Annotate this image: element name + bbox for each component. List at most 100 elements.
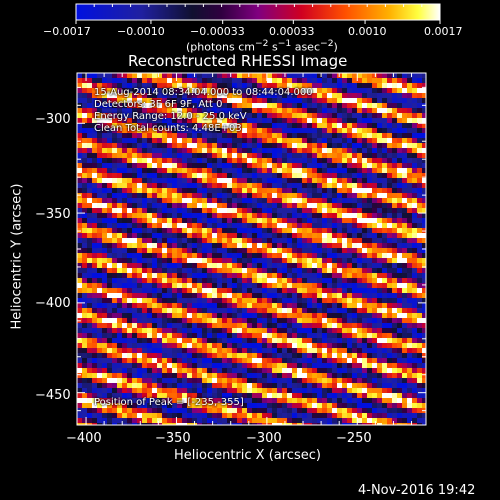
heatmap-cell (252, 308, 257, 313)
heatmap-cell (407, 198, 412, 203)
heatmap-cell (337, 148, 342, 153)
heatmap-cell (362, 123, 367, 128)
heatmap-cell (157, 198, 162, 203)
heatmap-cell (417, 183, 422, 188)
heatmap-cell (332, 368, 337, 373)
heatmap-cell (382, 148, 387, 153)
heatmap-cell (107, 248, 112, 253)
heatmap-cell (197, 343, 202, 348)
heatmap-cell (372, 263, 377, 268)
heatmap-cell (357, 258, 362, 263)
heatmap-cell (307, 378, 312, 383)
heatmap-cell (97, 108, 102, 113)
heatmap-cell (337, 353, 342, 358)
heatmap-cell (362, 93, 367, 98)
heatmap-cell (237, 113, 242, 118)
heatmap-cell (147, 313, 152, 318)
heatmap-cell (397, 348, 402, 353)
heatmap-cell (117, 188, 122, 193)
heatmap-cell (227, 363, 232, 368)
heatmap-cell (132, 238, 137, 243)
heatmap-cell (367, 153, 372, 158)
heatmap-cell (407, 208, 412, 213)
heatmap-cell (267, 423, 272, 425)
heatmap-cell (102, 98, 107, 103)
heatmap-cell (227, 123, 232, 128)
heatmap-cell (167, 423, 172, 425)
heatmap-cell (162, 248, 167, 253)
heatmap-cell (137, 218, 142, 223)
heatmap-cell (237, 278, 242, 283)
heatmap-cell (232, 333, 237, 338)
heatmap-cell (307, 408, 312, 413)
heatmap-cell (347, 263, 352, 268)
heatmap-cell (262, 248, 267, 253)
heatmap-cell (382, 323, 387, 328)
heatmap-cell (317, 333, 322, 338)
heatmap-cell (402, 108, 407, 113)
heatmap-cell (162, 353, 167, 358)
heatmap-cell (142, 188, 147, 193)
heatmap-cell (102, 138, 107, 143)
heatmap-cell (417, 218, 422, 223)
heatmap-cell (242, 78, 247, 83)
heatmap-cell (142, 338, 147, 343)
heatmap-cell (287, 223, 292, 228)
heatmap-cell (322, 168, 327, 173)
heatmap-cell (182, 328, 187, 333)
heatmap-cell (92, 313, 97, 318)
heatmap-cell (152, 168, 157, 173)
heatmap-cell (262, 423, 267, 425)
heatmap-cell (227, 133, 232, 138)
heatmap-cell (372, 88, 377, 93)
heatmap-cell (252, 113, 257, 118)
heatmap-cell (422, 228, 426, 233)
heatmap-cell (392, 168, 397, 173)
heatmap-cell (132, 168, 137, 173)
heatmap-cell (102, 373, 107, 378)
heatmap-cell (307, 288, 312, 293)
heatmap-cell (317, 423, 322, 425)
heatmap-cell (262, 203, 267, 208)
heatmap-cell (257, 208, 262, 213)
heatmap-cell (272, 328, 277, 333)
heatmap-cell (252, 283, 257, 288)
heatmap-cell (312, 253, 317, 258)
heatmap-cell (257, 163, 262, 168)
heatmap-cell (147, 198, 152, 203)
heatmap-cell (132, 228, 137, 233)
heatmap-cell (212, 418, 217, 423)
heatmap-cell (322, 293, 327, 298)
heatmap-cell (162, 103, 167, 108)
heatmap-cell (297, 318, 302, 323)
heatmap-cell (117, 133, 122, 138)
heatmap-cell (267, 153, 272, 158)
heatmap-cell (217, 93, 222, 98)
heatmap-cell (192, 373, 197, 378)
heatmap-cell (162, 133, 167, 138)
heatmap-cell (312, 293, 317, 298)
heatmap-cell (357, 403, 362, 408)
heatmap-cell (117, 273, 122, 278)
heatmap-cell (177, 98, 182, 103)
heatmap-cell (237, 263, 242, 268)
heatmap-cell (222, 213, 227, 218)
heatmap-cell (282, 333, 287, 338)
heatmap-cell (317, 343, 322, 348)
heatmap-cell (327, 248, 332, 253)
heatmap-cell (327, 338, 332, 343)
heatmap-cell (152, 123, 157, 128)
heatmap-cell (207, 363, 212, 368)
heatmap-cell (407, 318, 412, 323)
heatmap-cell (197, 173, 202, 178)
heatmap-cell (112, 383, 117, 388)
heatmap-cell (82, 168, 87, 173)
heatmap-cell (122, 318, 127, 323)
heatmap-cell (217, 273, 222, 278)
heatmap-cell (232, 223, 237, 228)
heatmap-cell (412, 163, 417, 168)
heatmap-cell (387, 383, 392, 388)
heatmap-cell (207, 358, 212, 363)
heatmap-cell (77, 173, 82, 178)
heatmap-cell (357, 303, 362, 308)
